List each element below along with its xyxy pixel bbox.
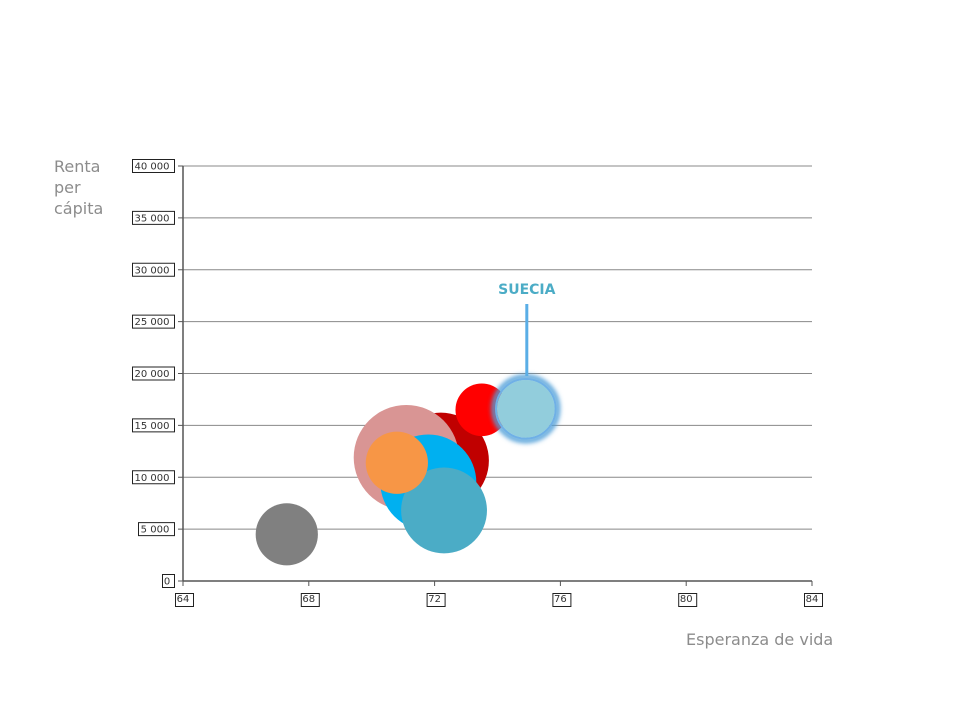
y-tick-label: 30 000 — [135, 265, 170, 276]
y-tick-label: 35 000 — [135, 213, 170, 224]
y-tick-label: 10 000 — [135, 473, 170, 484]
x-tick-label: 84 — [806, 594, 819, 605]
y-tick-label: 15 000 — [135, 421, 170, 432]
x-tick-box — [426, 593, 446, 607]
bubble-ring — [495, 377, 557, 440]
x-tick-label: 64 — [177, 594, 190, 605]
y-tick-label: 0 — [164, 577, 170, 588]
y-tick-label: 5 000 — [141, 525, 170, 536]
bubble-point — [255, 503, 318, 566]
annotation-label: SUECIA — [498, 282, 555, 298]
y-tick-box — [132, 366, 175, 381]
x-tick-label: 76 — [554, 594, 567, 605]
y-tick-box — [132, 314, 175, 329]
y-tick-box — [138, 522, 175, 537]
bubble-point — [401, 467, 487, 554]
x-tick-label: 68 — [302, 594, 315, 605]
y-tick-box — [132, 418, 175, 433]
x-tick-box — [552, 593, 572, 607]
x-tick-label: 72 — [428, 594, 441, 605]
x-axis-label: Esperanza de vida — [686, 630, 834, 649]
y-tick-label: 40 000 — [135, 162, 170, 173]
y-axis-label: Renta per cápita — [54, 157, 104, 218]
x-tick-box — [175, 593, 194, 607]
x-tick-box — [678, 593, 698, 607]
y-tick-box — [132, 210, 175, 225]
x-tick-label: 80 — [680, 594, 693, 605]
y-tick-box — [132, 262, 175, 277]
bubble-halo — [491, 374, 561, 444]
y-tick-box — [132, 470, 175, 485]
bubble-point — [497, 379, 555, 438]
y-tick-label: 20 000 — [135, 369, 170, 380]
x-tick-box — [804, 593, 823, 607]
x-tick-box — [300, 593, 320, 607]
y-tick-box — [132, 159, 175, 173]
bubble-point — [365, 431, 428, 494]
y-tick-label: 25 000 — [135, 317, 170, 328]
y-tick-box — [162, 574, 175, 588]
